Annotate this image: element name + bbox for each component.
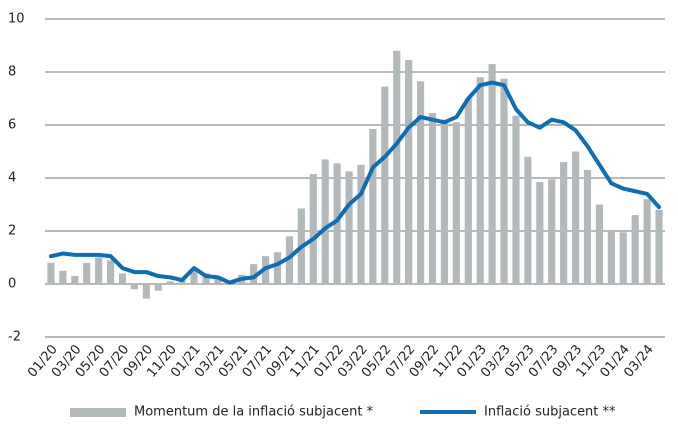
bar (428, 113, 437, 284)
bar (59, 270, 67, 284)
bar (583, 170, 592, 284)
bar (214, 276, 222, 284)
bar (154, 284, 162, 291)
bar (166, 281, 174, 284)
bar (417, 81, 425, 285)
bar (464, 98, 472, 284)
bar (333, 163, 341, 284)
y-tick-label: 8 (8, 65, 16, 80)
bar (619, 232, 627, 284)
bar (643, 199, 651, 284)
bar (524, 156, 532, 284)
bar (476, 77, 484, 284)
bar (130, 284, 138, 290)
legend-swatch (70, 408, 126, 417)
bar (405, 60, 413, 285)
y-tick-label: 4 (8, 171, 16, 186)
bar (369, 128, 377, 284)
y-tick-label: -2 (8, 330, 21, 345)
y-tick-label: 2 (8, 224, 16, 239)
bar (607, 231, 615, 284)
bar (572, 151, 580, 284)
bar (107, 260, 115, 284)
y-tick-label: 10 (8, 12, 25, 27)
bar (500, 78, 508, 284)
bar (655, 209, 663, 284)
bar (273, 252, 282, 284)
bar (595, 204, 603, 284)
bar (548, 179, 556, 284)
bar (47, 262, 55, 284)
legend-label: Momentum de la inflació subjacent * (134, 405, 374, 420)
bar (488, 64, 496, 284)
y-tick-label: 6 (8, 118, 16, 133)
bar (202, 273, 210, 284)
bar (285, 236, 293, 284)
bar (452, 122, 460, 284)
bar (83, 262, 91, 284)
bar (190, 270, 198, 284)
line (48, 80, 662, 285)
bar (118, 273, 127, 284)
y-tick-label: 0 (8, 277, 16, 292)
bar (95, 257, 103, 284)
bar (512, 115, 520, 284)
bar (250, 264, 258, 284)
bar (309, 174, 317, 284)
bar (381, 86, 389, 284)
bar (440, 119, 448, 284)
legend-label: Inflació subjacent ** (484, 405, 616, 420)
bar (631, 215, 639, 284)
bar (560, 162, 568, 284)
bar (536, 181, 544, 284)
bar (357, 164, 365, 284)
bar (393, 50, 401, 284)
bar (345, 171, 353, 284)
bar (142, 284, 150, 299)
bar (71, 276, 79, 284)
bar (321, 159, 329, 284)
